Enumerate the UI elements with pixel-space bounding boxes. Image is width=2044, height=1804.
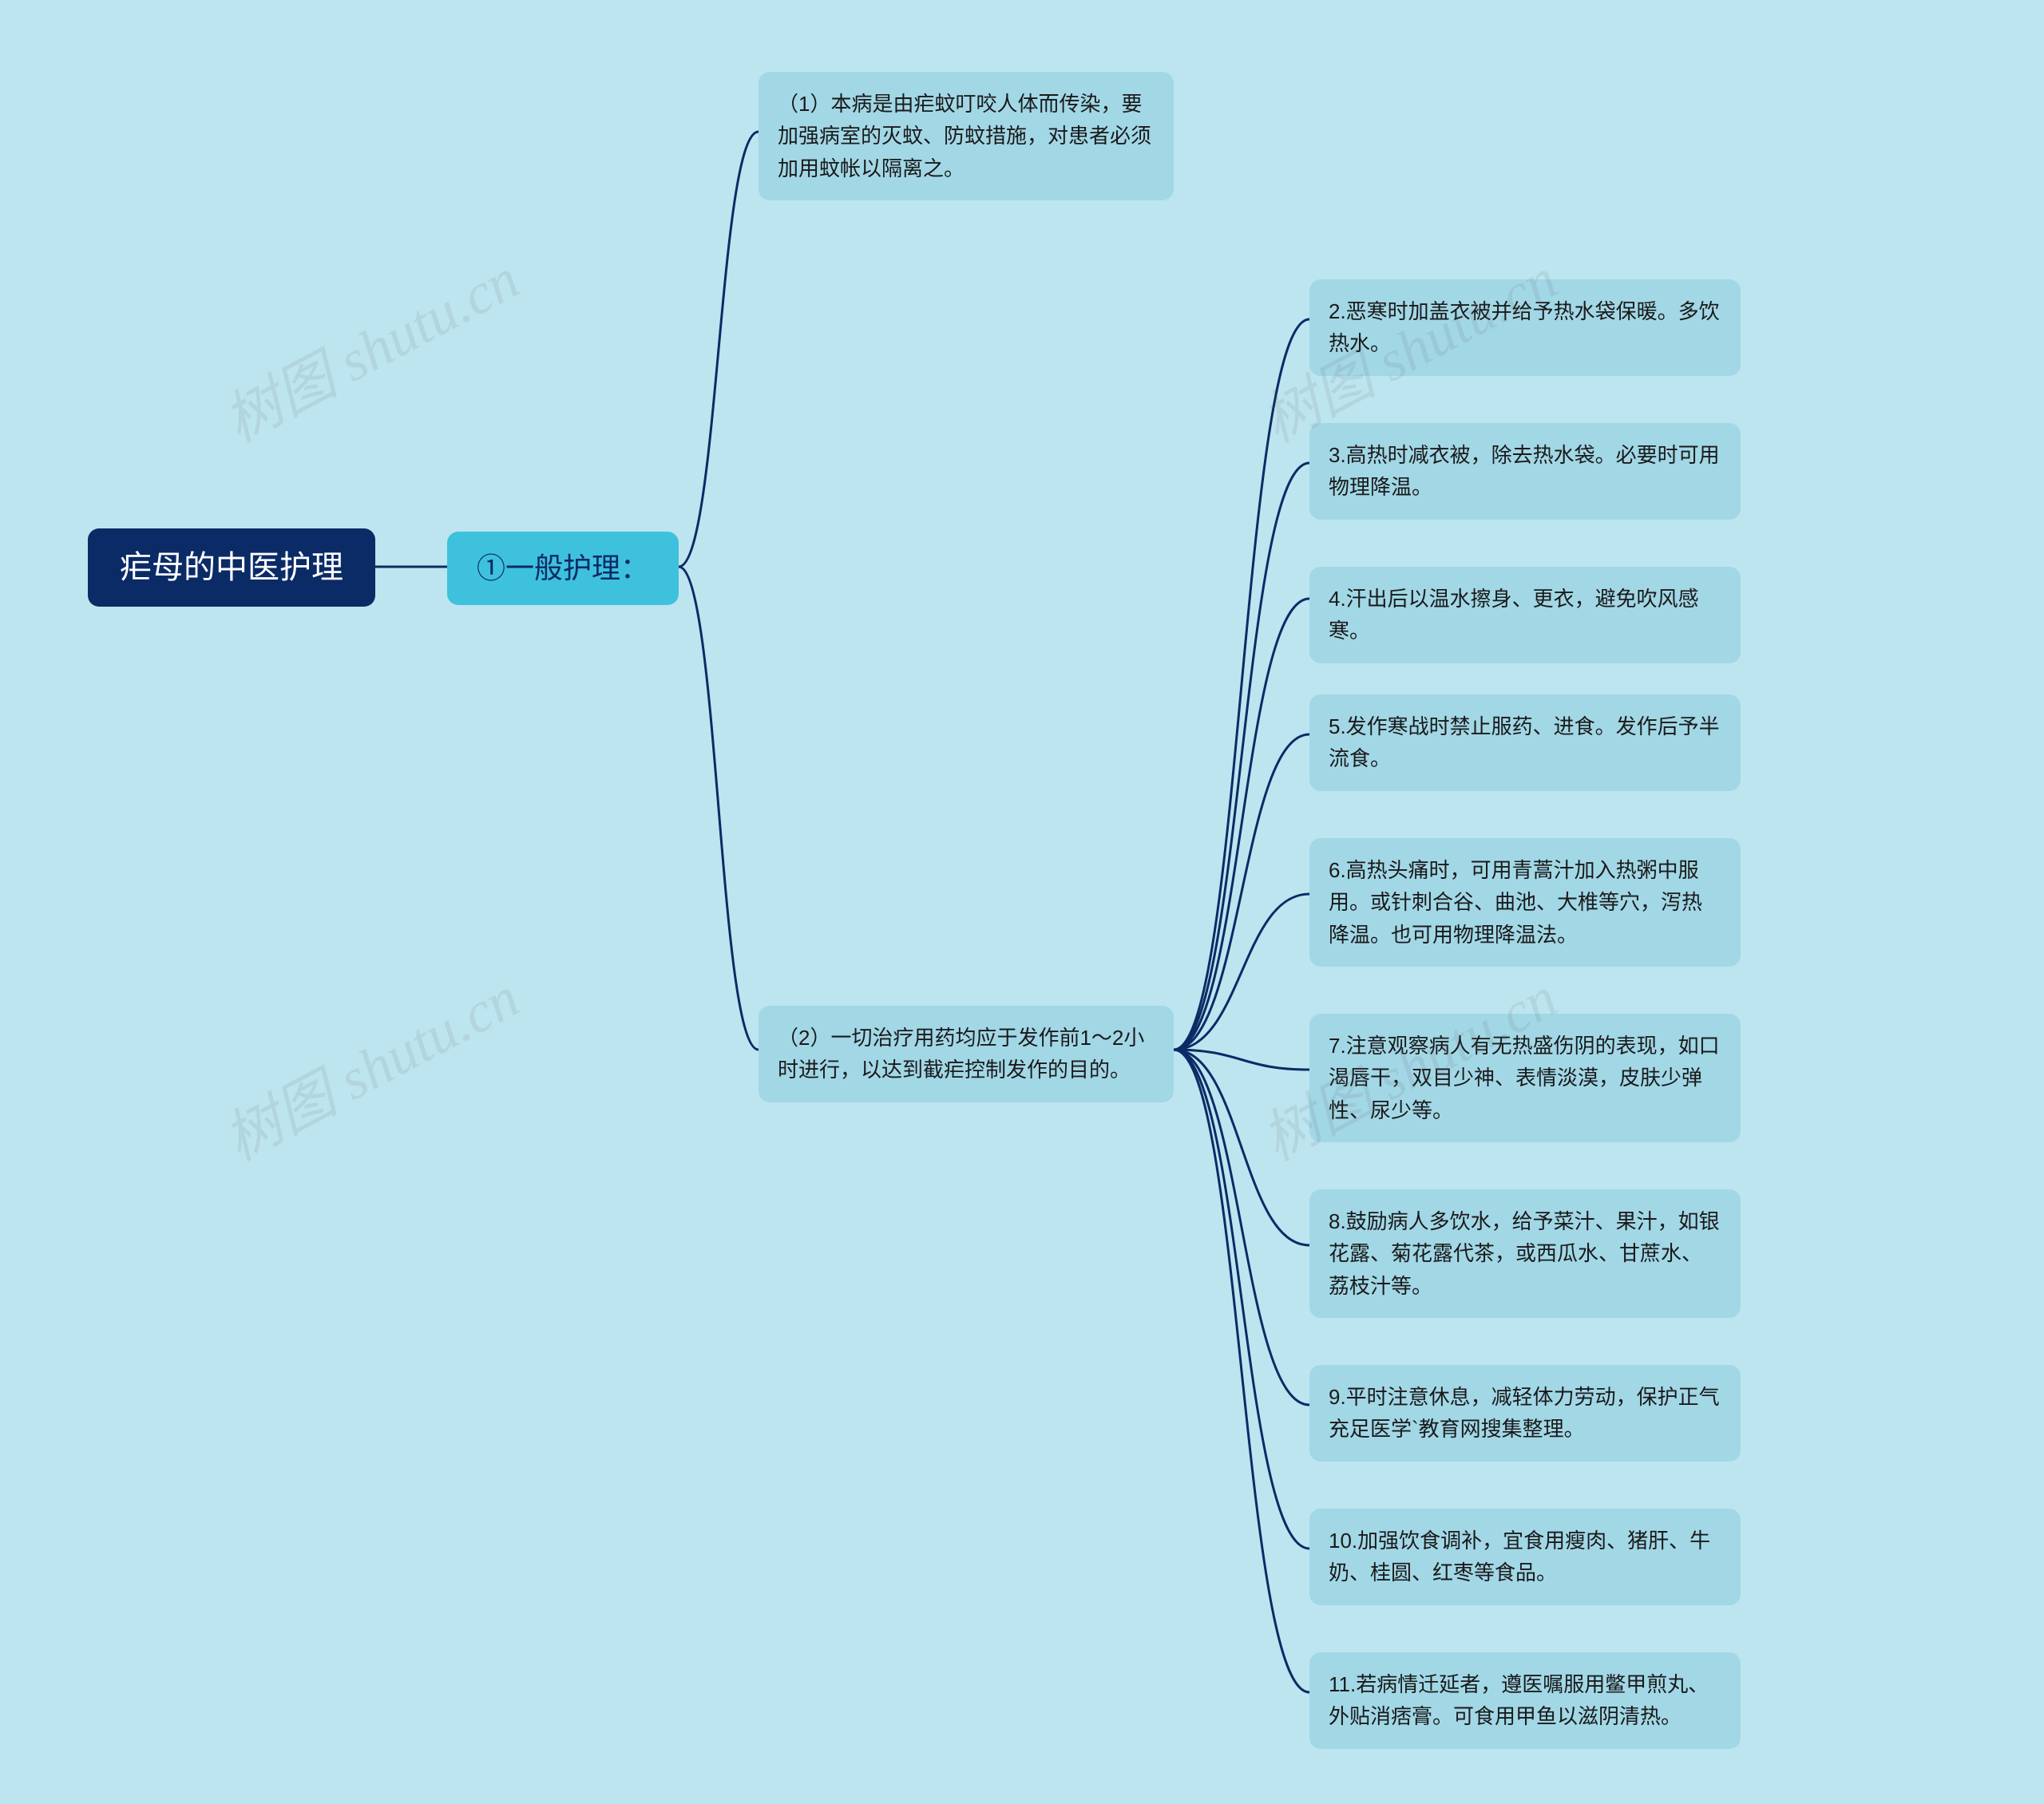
lvl2-node-0-label: （1）本病是由疟蚊叮咬人体而传染，要加强病室的灭蚊、防蚊措施，对患者必须加用蚊帐… — [778, 88, 1155, 184]
lvl2-node-1-label: （2）一切治疗用药均应于发作前1～2小时进行，以达到截疟控制发作的目的。 — [778, 1022, 1155, 1086]
lvl3-node-9-label: 11.若病情迁延者，遵医嘱服用鳖甲煎丸、外贴消痞膏。可食用甲鱼以滋阴清热。 — [1329, 1668, 1721, 1733]
lvl3-node-3-label: 5.发作寒战时禁止服药、进食。发作后予半流食。 — [1329, 710, 1721, 775]
lvl3-node-8: 10.加强饮食调补，宜食用瘦肉、猪肝、牛奶、桂圆、红枣等食品。 — [1309, 1509, 1741, 1605]
lvl1-node: ①一般护理： — [447, 532, 679, 605]
lvl3-node-7: 9.平时注意休息，减轻体力劳动，保护正气充足医学`教育网搜集整理。 — [1309, 1365, 1741, 1462]
lvl1-node-label: ①一般护理： — [477, 546, 649, 591]
lvl3-node-1-label: 3.高热时减衣被，除去热水袋。必要时可用物理降温。 — [1329, 439, 1721, 504]
lvl3-node-4-label: 6.高热头痛时，可用青蒿汁加入热粥中服用。或针刺合谷、曲池、大椎等穴，泻热降温。… — [1329, 854, 1721, 951]
lvl3-node-4: 6.高热头痛时，可用青蒿汁加入热粥中服用。或针刺合谷、曲池、大椎等穴，泻热降温。… — [1309, 838, 1741, 967]
lvl3-node-7-label: 9.平时注意休息，减轻体力劳动，保护正气充足医学`教育网搜集整理。 — [1329, 1381, 1721, 1446]
lvl3-node-2: 4.汗出后以温水擦身、更衣，避免吹风感寒。 — [1309, 567, 1741, 663]
lvl3-node-6-label: 8.鼓励病人多饮水，给予菜汁、果汁，如银花露、菊花露代茶，或西瓜水、甘蔗水、荔枝… — [1329, 1205, 1721, 1302]
lvl2-node-0: （1）本病是由疟蚊叮咬人体而传染，要加强病室的灭蚊、防蚊措施，对患者必须加用蚊帐… — [759, 72, 1174, 200]
lvl3-node-3: 5.发作寒战时禁止服药、进食。发作后予半流食。 — [1309, 694, 1741, 791]
lvl3-node-1: 3.高热时减衣被，除去热水袋。必要时可用物理降温。 — [1309, 423, 1741, 520]
lvl3-node-0-label: 2.恶寒时加盖衣被并给予热水袋保暖。多饮热水。 — [1329, 295, 1721, 360]
root-node: 疟母的中医护理 — [88, 528, 375, 607]
lvl3-node-5-label: 7.注意观察病人有无热盛伤阴的表现，如口渴唇干，双目少神、表情淡漠，皮肤少弹性、… — [1329, 1030, 1721, 1126]
lvl3-node-6: 8.鼓励病人多饮水，给予菜汁、果汁，如银花露、菊花露代茶，或西瓜水、甘蔗水、荔枝… — [1309, 1189, 1741, 1318]
lvl3-node-5: 7.注意观察病人有无热盛伤阴的表现，如口渴唇干，双目少神、表情淡漠，皮肤少弹性、… — [1309, 1014, 1741, 1142]
lvl3-node-9: 11.若病情迁延者，遵医嘱服用鳖甲煎丸、外贴消痞膏。可食用甲鱼以滋阴清热。 — [1309, 1652, 1741, 1749]
lvl3-node-2-label: 4.汗出后以温水擦身、更衣，避免吹风感寒。 — [1329, 583, 1721, 647]
lvl3-node-0: 2.恶寒时加盖衣被并给予热水袋保暖。多饮热水。 — [1309, 279, 1741, 376]
lvl2-node-1: （2）一切治疗用药均应于发作前1～2小时进行，以达到截疟控制发作的目的。 — [759, 1006, 1174, 1102]
root-node-label: 疟母的中医护理 — [120, 543, 343, 592]
lvl3-node-8-label: 10.加强饮食调补，宜食用瘦肉、猪肝、牛奶、桂圆、红枣等食品。 — [1329, 1525, 1721, 1589]
